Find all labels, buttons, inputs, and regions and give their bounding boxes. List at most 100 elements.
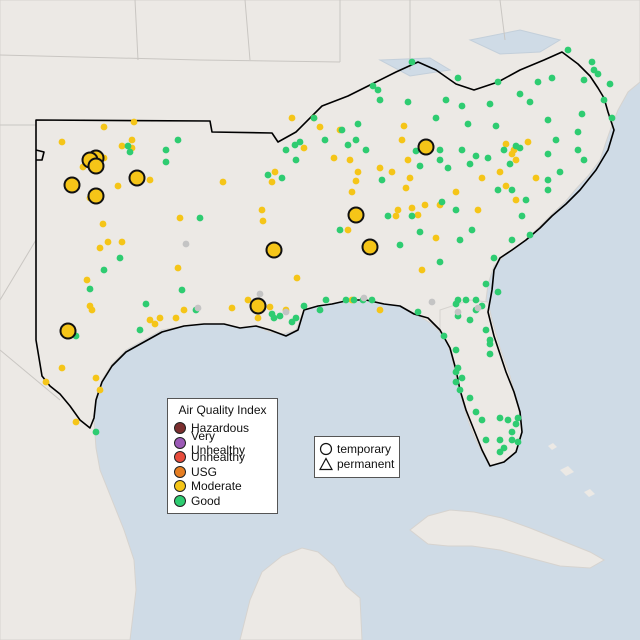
moderate-marker[interactable] (502, 182, 510, 190)
good-marker[interactable] (456, 236, 464, 244)
good-marker[interactable] (86, 285, 94, 293)
moderate-marker[interactable] (354, 168, 362, 176)
moderate-marker[interactable] (376, 306, 384, 314)
good-marker[interactable] (468, 226, 476, 234)
good-marker[interactable] (516, 144, 524, 152)
good-marker[interactable] (492, 122, 500, 130)
good-marker[interactable] (100, 266, 108, 274)
moderate-marker[interactable] (92, 374, 100, 382)
good-marker[interactable] (384, 212, 392, 220)
good-marker[interactable] (454, 74, 462, 82)
nodata-marker[interactable] (256, 290, 264, 298)
moderate-marker[interactable] (478, 174, 486, 182)
good-marker[interactable] (458, 374, 466, 382)
moderate-marker[interactable] (402, 184, 410, 192)
good-marker[interactable] (552, 136, 560, 144)
temporary-moderate-marker[interactable] (347, 206, 365, 224)
good-marker[interactable] (196, 214, 204, 222)
good-marker[interactable] (338, 126, 346, 134)
good-marker[interactable] (374, 86, 382, 94)
good-marker[interactable] (416, 162, 424, 170)
good-marker[interactable] (486, 350, 494, 358)
nodata-marker[interactable] (428, 298, 436, 306)
moderate-marker[interactable] (130, 118, 138, 126)
moderate-marker[interactable] (398, 136, 406, 144)
moderate-marker[interactable] (376, 164, 384, 172)
good-marker[interactable] (506, 160, 514, 168)
good-marker[interactable] (522, 196, 530, 204)
moderate-marker[interactable] (228, 304, 236, 312)
good-marker[interactable] (544, 186, 552, 194)
moderate-marker[interactable] (104, 238, 112, 246)
good-marker[interactable] (438, 198, 446, 206)
good-marker[interactable] (544, 150, 552, 158)
good-marker[interactable] (464, 120, 472, 128)
moderate-marker[interactable] (180, 306, 188, 314)
good-marker[interactable] (494, 78, 502, 86)
moderate-marker[interactable] (316, 123, 324, 131)
nodata-marker[interactable] (282, 308, 290, 316)
good-marker[interactable] (578, 110, 586, 118)
good-marker[interactable] (124, 142, 132, 150)
good-marker[interactable] (466, 394, 474, 402)
good-marker[interactable] (408, 58, 416, 66)
good-marker[interactable] (514, 414, 522, 422)
moderate-marker[interactable] (348, 188, 356, 196)
temporary-moderate-marker[interactable] (87, 187, 105, 205)
moderate-marker[interactable] (258, 206, 266, 214)
good-marker[interactable] (544, 116, 552, 124)
moderate-marker[interactable] (418, 266, 426, 274)
good-marker[interactable] (458, 146, 466, 154)
moderate-marker[interactable] (72, 418, 80, 426)
moderate-marker[interactable] (508, 150, 516, 158)
moderate-marker[interactable] (512, 196, 520, 204)
good-marker[interactable] (496, 448, 504, 456)
good-marker[interactable] (178, 286, 186, 294)
good-marker[interactable] (92, 428, 100, 436)
good-marker[interactable] (608, 114, 616, 122)
moderate-marker[interactable] (100, 123, 108, 131)
good-marker[interactable] (362, 146, 370, 154)
good-marker[interactable] (454, 296, 462, 304)
good-marker[interactable] (322, 296, 330, 304)
moderate-marker[interactable] (266, 303, 274, 311)
moderate-marker[interactable] (524, 138, 532, 146)
nodata-marker[interactable] (474, 304, 482, 312)
moderate-marker[interactable] (400, 122, 408, 130)
good-marker[interactable] (526, 231, 534, 239)
good-marker[interactable] (378, 176, 386, 184)
good-marker[interactable] (580, 156, 588, 164)
good-marker[interactable] (594, 70, 602, 78)
moderate-marker[interactable] (388, 168, 396, 176)
temporary-moderate-marker[interactable] (87, 157, 105, 175)
good-marker[interactable] (564, 46, 572, 54)
good-marker[interactable] (508, 436, 516, 444)
good-marker[interactable] (291, 141, 299, 149)
good-marker[interactable] (442, 96, 450, 104)
good-marker[interactable] (484, 154, 492, 162)
temporary-moderate-marker[interactable] (63, 176, 81, 194)
good-marker[interactable] (174, 136, 182, 144)
good-marker[interactable] (278, 174, 286, 182)
good-marker[interactable] (316, 306, 324, 314)
monitor-markers[interactable] (42, 46, 616, 456)
moderate-marker[interactable] (532, 174, 540, 182)
moderate-marker[interactable] (271, 168, 279, 176)
good-marker[interactable] (142, 300, 150, 308)
good-marker[interactable] (452, 206, 460, 214)
moderate-marker[interactable] (352, 177, 360, 185)
moderate-marker[interactable] (288, 114, 296, 122)
good-marker[interactable] (136, 326, 144, 334)
good-marker[interactable] (472, 296, 480, 304)
good-marker[interactable] (478, 416, 486, 424)
good-marker[interactable] (440, 332, 448, 340)
good-marker[interactable] (472, 152, 480, 160)
moderate-marker[interactable] (408, 204, 416, 212)
moderate-marker[interactable] (96, 386, 104, 394)
good-marker[interactable] (548, 74, 556, 82)
good-marker[interactable] (518, 212, 526, 220)
good-marker[interactable] (162, 146, 170, 154)
good-marker[interactable] (412, 147, 420, 155)
